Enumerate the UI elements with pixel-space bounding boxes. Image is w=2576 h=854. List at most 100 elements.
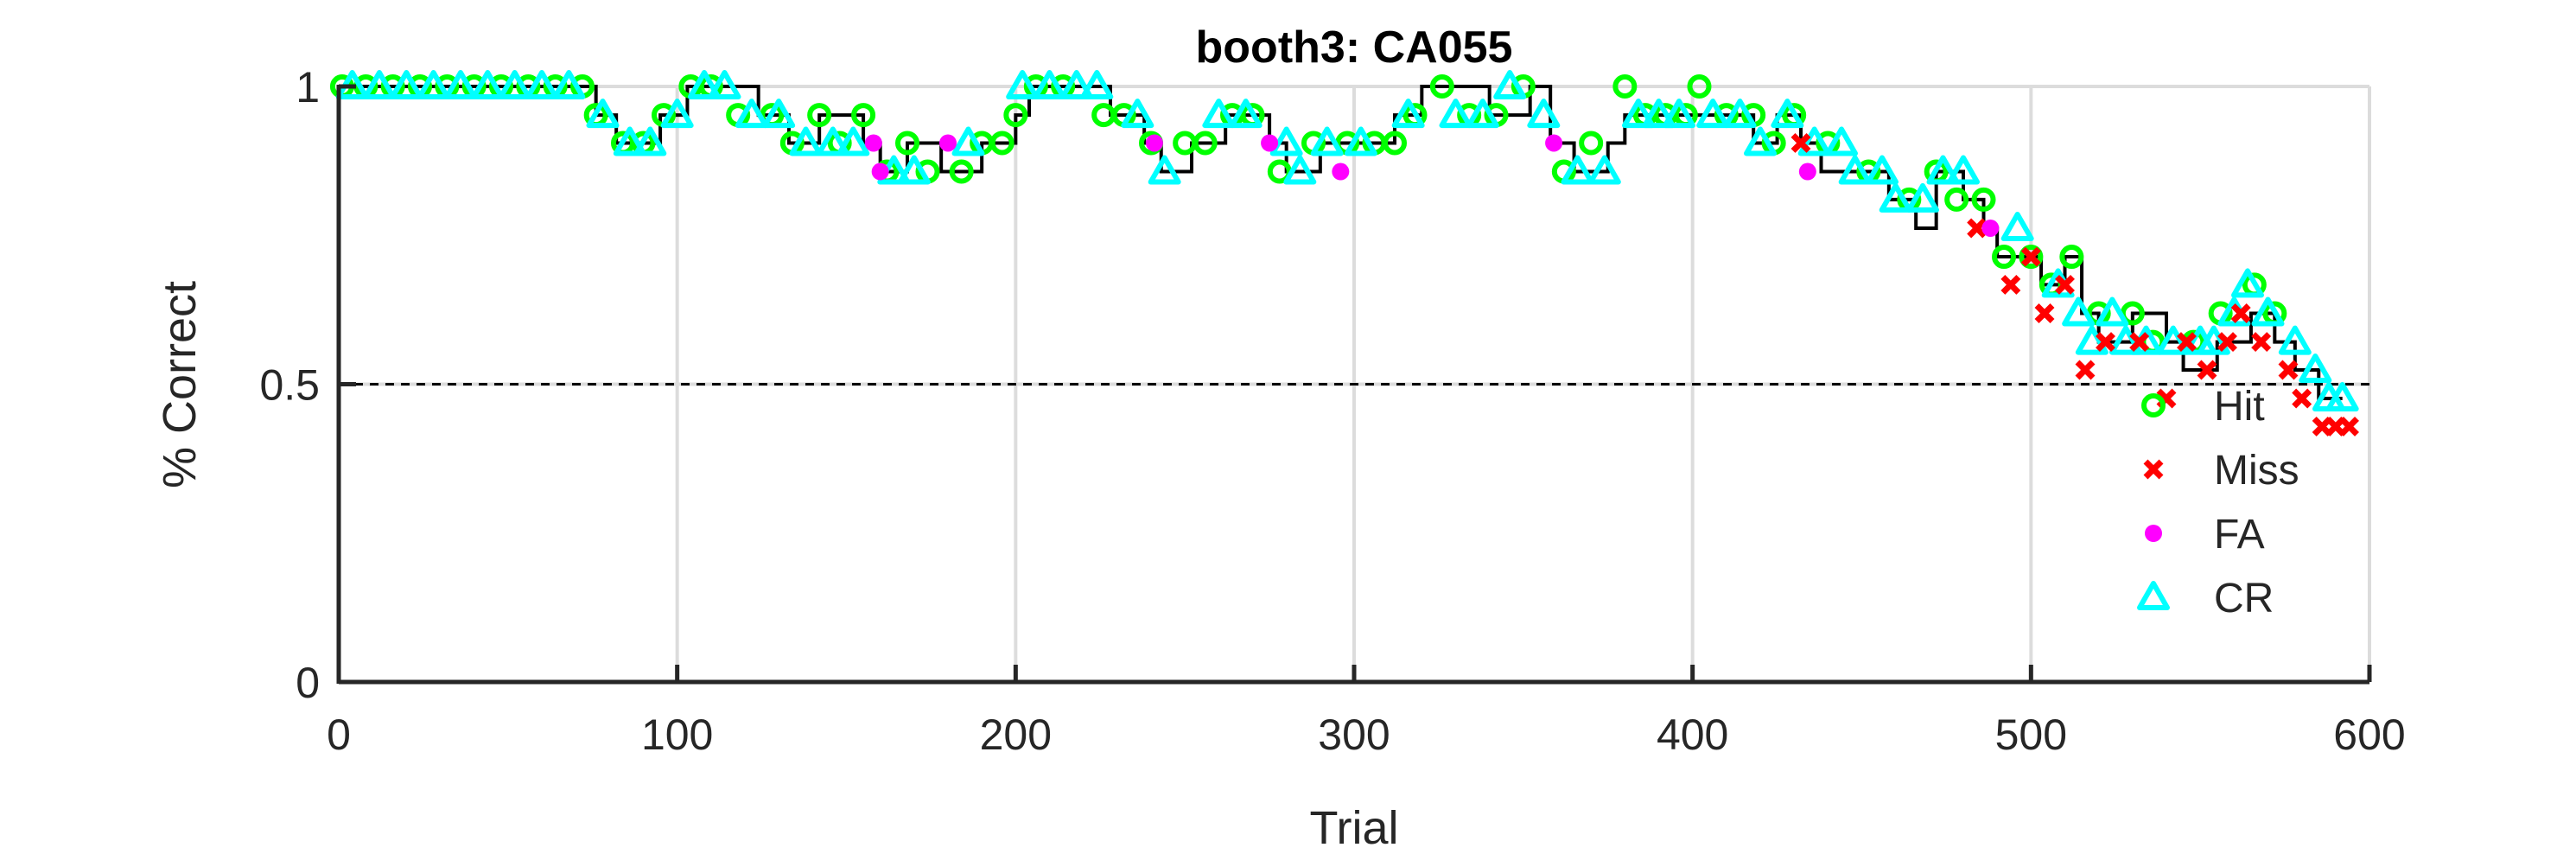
x-tick-label: 100	[641, 711, 713, 759]
markers-group	[329, 70, 2359, 437]
x-tick-label: 0	[327, 711, 351, 759]
cr-point	[1696, 99, 1730, 129]
cr-point	[1906, 182, 1939, 213]
fa-point	[1332, 163, 1350, 181]
x-axis-label: Trial	[1310, 802, 1399, 854]
cr-point	[1723, 99, 1757, 129]
cr-point	[1344, 126, 1377, 156]
miss-point	[2075, 360, 2096, 380]
cr-point	[1825, 126, 1858, 156]
miss-point	[2251, 332, 2272, 353]
cr-point	[660, 99, 694, 129]
hit-point	[1971, 187, 1996, 212]
miss-point	[2020, 246, 2041, 267]
miss-point	[2177, 332, 2197, 353]
cr-point	[735, 99, 768, 129]
cr-point	[633, 126, 667, 156]
miss-point	[1967, 218, 1988, 239]
miss-point	[2096, 332, 2115, 353]
miss-point	[2292, 388, 2312, 409]
fa-point	[1981, 219, 2000, 237]
cr-point	[951, 126, 985, 156]
cr-point	[762, 99, 796, 129]
hit-point	[989, 131, 1014, 156]
fa-point	[939, 134, 957, 152]
hit-point	[1687, 74, 1712, 99]
legend-marker-fa	[2145, 525, 2162, 542]
cr-point	[363, 70, 396, 99]
hit-point	[1992, 245, 2016, 270]
cr-point	[586, 99, 620, 129]
cr-point	[1493, 70, 1527, 99]
x-tick-label: 500	[1995, 711, 2067, 759]
legend-item-fa: FA	[2145, 512, 2265, 558]
cr-point	[2278, 325, 2312, 355]
hit-point	[1944, 187, 1969, 212]
cr-point	[688, 70, 721, 99]
cr-point	[1080, 70, 1114, 99]
cr-point	[1879, 182, 1912, 213]
cr-point	[816, 126, 849, 156]
hit-point	[949, 159, 974, 184]
cr-point	[836, 126, 870, 156]
miss-point	[2278, 360, 2299, 380]
cr-point	[1947, 155, 1980, 185]
legend-item-cr: CR	[2137, 576, 2274, 621]
hit-point	[895, 131, 919, 156]
cr-point	[1121, 99, 1154, 129]
cr-point	[1866, 155, 1899, 185]
miss-point	[2055, 274, 2075, 295]
cr-point	[613, 126, 646, 156]
cr-point	[1642, 99, 1676, 129]
cr-point	[444, 70, 477, 99]
legend-label-cr: CR	[2214, 576, 2274, 621]
cr-point	[1561, 155, 1594, 185]
axes	[336, 84, 2372, 685]
y-tick-label: 0.5	[259, 361, 320, 410]
cr-point	[1744, 126, 1777, 156]
legend-marker-hit	[2141, 393, 2166, 417]
miss-point	[2000, 274, 2021, 295]
cr-point	[1926, 155, 1960, 185]
cr-point	[1663, 99, 1695, 129]
series-hit	[329, 74, 2287, 354]
cr-point	[1059, 70, 1093, 99]
series-miss	[1790, 132, 2359, 437]
hit-point	[2059, 245, 2084, 270]
x-tick-label: 600	[2333, 711, 2405, 759]
fa-point	[1545, 134, 1563, 152]
cr-point	[552, 70, 586, 99]
fa-point	[1145, 134, 1163, 152]
cr-point	[498, 70, 531, 99]
x-tick-label: 400	[1657, 711, 1728, 759]
x-tick-label: 300	[1318, 711, 1390, 759]
hit-point	[1612, 74, 1638, 99]
cr-point	[2299, 353, 2332, 383]
y-axis-label: % Correct	[154, 281, 206, 488]
legend-item-miss: Miss	[2143, 448, 2299, 494]
hit-point	[807, 103, 832, 128]
series-fa	[864, 134, 2000, 237]
cr-point	[2197, 325, 2230, 355]
miss-point	[2197, 360, 2217, 380]
legend-label-miss: Miss	[2214, 448, 2299, 494]
cr-point	[2109, 325, 2142, 355]
hit-point	[1003, 103, 1028, 128]
hit-point	[1383, 131, 1407, 156]
cr-point	[2075, 325, 2109, 355]
cr-point	[2156, 325, 2190, 355]
cr-point	[417, 70, 450, 99]
cr-point	[1283, 155, 1317, 185]
cr-point	[1587, 155, 1621, 185]
miss-point	[2339, 416, 2359, 437]
cr-point	[2251, 296, 2285, 327]
cr-point	[789, 126, 823, 156]
cr-point	[897, 155, 931, 185]
series-cr	[335, 70, 2359, 412]
cr-point	[2231, 268, 2264, 298]
cr-point	[1771, 99, 1804, 129]
hit-point	[2019, 245, 2044, 270]
cr-point	[1466, 99, 1499, 129]
cr-point	[2096, 296, 2129, 327]
